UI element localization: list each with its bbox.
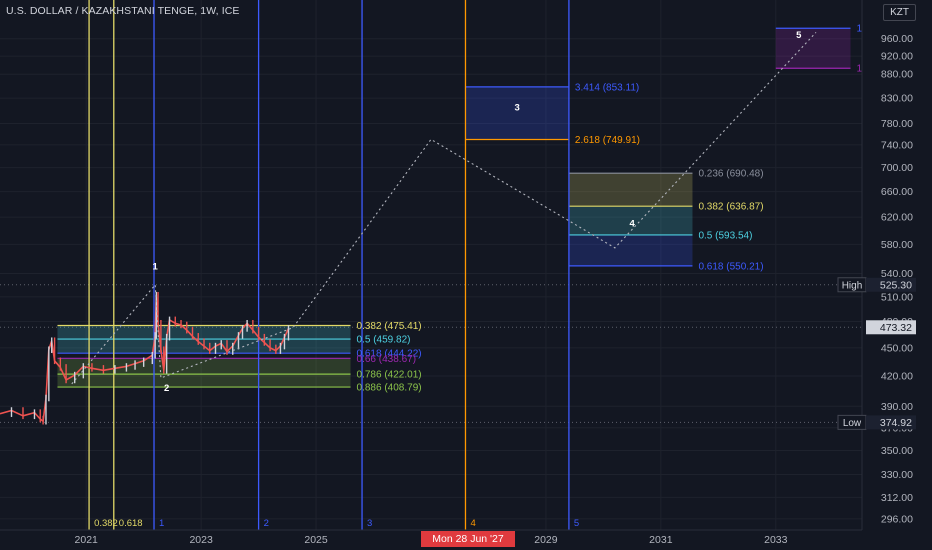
price-layer xyxy=(0,291,290,425)
x-tick-label: 2033 xyxy=(764,534,788,546)
y-tick-label: 780.00 xyxy=(881,118,913,130)
fib-level-label: 0.618 (550.21) xyxy=(698,261,763,272)
y-tick-label: 510.00 xyxy=(881,291,913,303)
price-tag-value: 374.92 xyxy=(880,417,912,429)
fib-level-label: 0.5 (459.82) xyxy=(357,335,411,346)
price-tag-caption: High xyxy=(842,280,863,291)
x-tick-label: 2023 xyxy=(189,534,213,546)
x-tick-label: 2021 xyxy=(75,534,99,546)
price-tag-box xyxy=(866,277,916,292)
y-tick-label: 540.00 xyxy=(881,268,913,280)
crosshair-date-badge: Mon 28 Jun '27 xyxy=(421,531,515,547)
currency-badge[interactable]: KZT xyxy=(883,4,916,21)
y-tick-label: 450.00 xyxy=(881,342,913,354)
y-tick-label: 580.00 xyxy=(881,239,913,251)
time-line-label: 5 xyxy=(574,518,579,529)
price-tag-value: 473.32 xyxy=(880,322,912,334)
price-tag-value: 525.30 xyxy=(880,279,912,291)
wave-label: 5 xyxy=(796,30,802,41)
y-tick-label: 830.00 xyxy=(881,93,913,105)
fib-level-label: 0.618 (444.22) xyxy=(357,349,422,360)
time-line-label: 4 xyxy=(470,518,475,529)
wave-label: 1 xyxy=(153,262,159,273)
wave-label: 3 xyxy=(515,103,520,114)
fib-level-label: 0.66 (438.67) xyxy=(357,354,417,365)
labels-layer: 0.382 (475.41) 0.5 (459.82) 0.618 (444.22)… xyxy=(94,24,894,529)
fib-level-label: 0.382 (636.87) xyxy=(698,202,763,213)
wave-label: 4 xyxy=(629,218,635,229)
fib-zone xyxy=(568,234,693,266)
fib-level-label: 0.786 (422.01) xyxy=(357,370,422,381)
time-line-label: 3 xyxy=(367,518,372,529)
y-tick-label: 312.00 xyxy=(881,492,913,504)
price-tag-box xyxy=(866,320,916,335)
fib-zone xyxy=(465,86,569,140)
y-tick-label: 740.00 xyxy=(881,139,913,151)
price-axis-panel xyxy=(862,0,932,550)
fib-zone xyxy=(57,374,351,388)
fib-zone xyxy=(568,206,693,235)
fib-zone xyxy=(57,358,351,375)
y-tick-label: 330.00 xyxy=(881,469,913,481)
x-tick-label: 2029 xyxy=(534,534,558,546)
fib-level-label: 0.886 (408.79) xyxy=(357,383,422,394)
time-line-label: 0.382 xyxy=(94,518,118,529)
y-tick-label: 660.00 xyxy=(881,186,913,198)
time-line-label: 0.618 xyxy=(119,518,143,529)
fib-level-label: 2.618 (749.91) xyxy=(575,135,640,146)
fib-level-label: 0.382 (475.41) xyxy=(357,321,422,332)
grid-layer xyxy=(0,0,862,530)
projection-path xyxy=(71,32,817,385)
wave-label: 2 xyxy=(164,383,169,394)
fib-zone xyxy=(568,173,693,207)
x-tick-label: 2031 xyxy=(649,534,673,546)
time-line-label: 2 xyxy=(264,518,269,529)
fib-zone xyxy=(775,28,851,69)
projection-layer xyxy=(71,32,817,385)
x-tick-label: 2025 xyxy=(304,534,328,546)
fib-level-label: 3.414 (853.11) xyxy=(575,82,639,93)
y-tick-label: 296.00 xyxy=(881,513,913,525)
y-tick-label: 390.00 xyxy=(881,401,913,413)
fib-zone xyxy=(57,325,351,340)
fib-levels-layer xyxy=(57,27,851,388)
price-tag-box xyxy=(866,415,916,430)
y-tick-label: 620.00 xyxy=(881,212,913,224)
y-tick-label: 420.00 xyxy=(881,371,913,383)
fib-level-label: 0.5 (593.54) xyxy=(698,230,752,241)
symbol-title[interactable]: U.S. DOLLAR / KAZAKHSTANI TENGE, 1W, ICE xyxy=(6,5,240,17)
y-tick-label: 700.00 xyxy=(881,162,913,174)
y-tick-label: 350.00 xyxy=(881,445,913,457)
y-tick-label: 920.00 xyxy=(881,51,913,63)
fib-level-label: 0.236 (690.48) xyxy=(698,169,763,180)
time-lines-layer xyxy=(88,0,570,530)
price-tag-caption: Low xyxy=(843,418,862,429)
y-tick-label: 880.00 xyxy=(881,69,913,81)
time-line-label: 1 xyxy=(159,518,164,529)
y-tick-label: 960.00 xyxy=(881,33,913,45)
